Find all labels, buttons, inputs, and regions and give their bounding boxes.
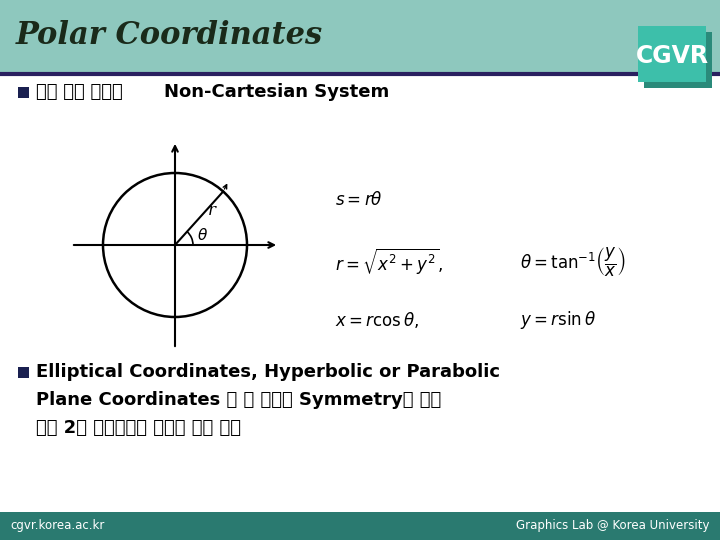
Bar [638,26,706,82]
Text: r: r [207,202,215,219]
Bar [18,367,29,377]
Text: Graphics Lab @ Korea University: Graphics Lab @ Korea University [516,519,710,532]
Text: Plane Coordinates 등 원 이외에 Symmetry를 가진: Plane Coordinates 등 원 이외에 Symmetry를 가진 [36,391,441,409]
Bar [644,32,712,88]
Text: CGVR: CGVR [636,44,708,68]
Text: $\theta = \tan^{-1}\!\left(\dfrac{y}{x}\right)$: $\theta = \tan^{-1}\!\left(\dfrac{y}{x}\… [520,245,626,279]
Text: $s = r\theta$: $s = r\theta$ [335,191,383,209]
Bar [18,86,29,98]
Bar [0,0,720,72]
Text: 가장 많이 써이는: 가장 많이 써이는 [36,83,128,101]
Text: $\theta$: $\theta$ [197,227,208,243]
Text: $r = \sqrt{x^2+y^2},$: $r = \sqrt{x^2+y^2},$ [335,247,444,277]
Text: $x = r\cos\theta,$: $x = r\cos\theta,$ [335,310,419,330]
Text: Polar Coordinates: Polar Coordinates [16,19,323,51]
Text: 다른 2차 곡선들로도 좌표계 표현 가능: 다른 2차 곡선들로도 좌표계 표현 가능 [36,419,241,437]
Bar [0,512,720,540]
Text: cgvr.korea.ac.kr: cgvr.korea.ac.kr [10,519,104,532]
Text: $y = r\sin\theta$: $y = r\sin\theta$ [520,309,596,331]
Text: Elliptical Coordinates, Hyperbolic or Parabolic: Elliptical Coordinates, Hyperbolic or Pa… [36,363,500,381]
Text: Non-Cartesian System: Non-Cartesian System [164,83,390,101]
